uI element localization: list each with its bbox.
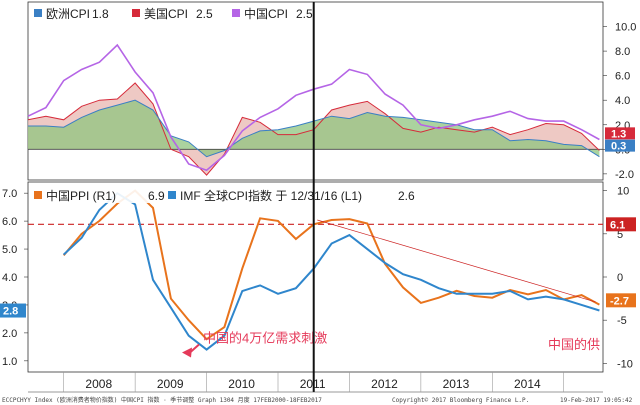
top-end-label-text: 0.3 [611,141,626,153]
top-panel: 10.08.06.04.02.00.0-2.0 1.30.3 欧洲CPI 1.8… [27,1,636,181]
legend-value-imf: 2.6 [398,189,415,203]
right-end-label-text: -2.7 [610,295,629,307]
bottom-left-axis: 7.06.05.04.03.02.01.0 [2,188,28,368]
legend-label-cn: 中国CPI [244,6,288,21]
year-label: 2011 [300,377,326,391]
bottom-annotations: 中国的4万亿需求刺激 中国的供 [182,330,600,358]
top-legend: 欧洲CPI 1.8 美国CPI 2.5 中国CPI 2.5 [30,5,330,21]
right-end-label-text: 6.1 [610,219,625,231]
legend-label-imf: IMF 全球CPI指数 于 12/31/16 (L1) [180,188,362,203]
left-tick-label: 2.0 [2,328,17,340]
top-tick-label: -2.0 [615,169,634,181]
stimulus-annotation-text: 中国的4万亿需求刺激 [203,330,327,345]
legend-swatch-eu [34,9,42,17]
top-tick-label: 8.0 [615,46,630,58]
legend-label-eu: 欧洲CPI [46,7,90,21]
left-tick-label: 5.0 [2,244,17,256]
year-label: 2013 [443,377,470,391]
left-tick-label: 1.0 [2,356,17,368]
year-label: 2008 [85,377,112,391]
year-label: 2009 [157,377,184,391]
top-plot-frame [27,1,604,181]
footer: ECCPCHYY Index (欧洲消费者物价指数) 中国CPI 指数 · 季节… [2,396,633,404]
downtrend-line [317,219,596,303]
stimulus-arrow-head [182,347,192,358]
x-axis: 2008 2009 2010 2011 2012 2013 2014 [28,372,603,393]
right-tick-label: -10 [617,358,633,370]
top-end-labels: 1.30.3 [605,127,635,153]
imf-cpi-line [63,191,600,351]
left-end-label-text: 2.8 [3,306,18,318]
top-end-label-box [605,139,635,152]
footer-center: Copyright© 2017 Bloomberg Finance L.P. [392,397,529,404]
legend-value-us: 2.5 [196,7,213,21]
legend-swatch-imf [168,191,176,199]
right-tick-label: 10 [617,186,629,198]
top-tick-label: 6.0 [615,71,630,83]
legend-label-us: 美国CPI [144,7,188,21]
left-tick-label: 4.0 [2,272,17,284]
top-end-label-text: 1.3 [611,128,626,140]
footer-right: 19-Feb-2017 19:05:42 [560,397,633,404]
right-end-label-box [606,293,636,308]
bottom-end-labels: 2.8 6.1 -2.7 [0,217,636,318]
legend-label-ppi: 中国PPI (R1) [46,188,116,203]
footer-left: ECCPCHYY Index (欧洲消费者物价指数) 中国CPI 指数 · 季节… [2,396,322,404]
top-end-label-box [605,127,635,140]
right-tick-label: 0 [617,272,623,284]
top-tick-label: 10.0 [615,22,636,34]
year-label: 2012 [371,377,398,391]
left-tick-label: 7.0 [2,188,17,200]
legend-swatch-us [132,9,140,17]
right-tick-label: 5 [617,229,623,241]
legend-value-ppi: 6.9 [148,189,165,203]
bottom-line-series [62,189,600,351]
year-label: 2010 [228,377,255,391]
top-right-axis: 10.08.06.04.02.00.0-2.0 [603,22,636,181]
legend-value-cn: 2.5 [296,7,313,21]
top-tick-label: 4.0 [615,95,630,107]
legend-swatch-ppi [34,191,42,199]
supply-annotation-text: 中国的供 [548,337,600,352]
left-end-label-box [0,303,26,318]
bottom-legend: 中国PPI (R1) 6.9 IMF 全球CPI指数 于 12/31/16 (L… [30,187,420,203]
year-label: 2014 [514,377,541,391]
legend-value-eu: 1.8 [92,7,109,21]
legend-swatch-cn [232,9,240,17]
left-tick-label: 6.0 [2,216,17,228]
right-end-label-box [606,217,636,232]
bottom-right-axis: 10 5 0 -5 -10 [603,186,633,370]
right-tick-label: -5 [617,315,627,327]
